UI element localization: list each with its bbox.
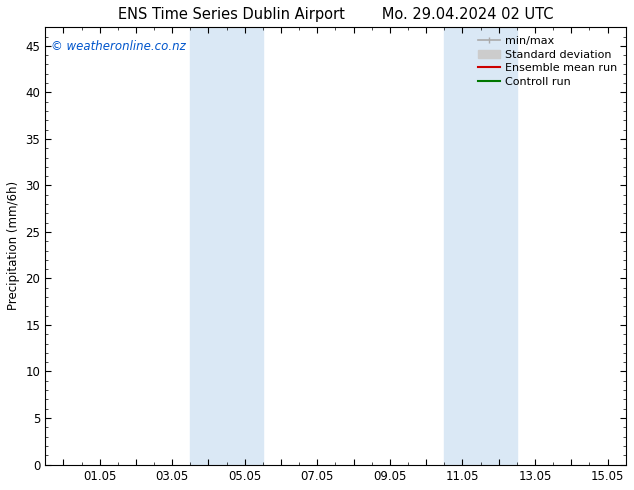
Bar	[190, 27, 263, 465]
Text: © weatheronline.co.nz: © weatheronline.co.nz	[51, 40, 186, 53]
Title: ENS Time Series Dublin Airport        Mo. 29.04.2024 02 UTC: ENS Time Series Dublin Airport Mo. 29.04…	[118, 7, 553, 22]
Legend: min/max, Standard deviation, Ensemble mean run, Controll run: min/max, Standard deviation, Ensemble me…	[475, 33, 620, 90]
Y-axis label: Precipitation (mm/6h): Precipitation (mm/6h)	[7, 181, 20, 311]
Bar	[444, 27, 517, 465]
